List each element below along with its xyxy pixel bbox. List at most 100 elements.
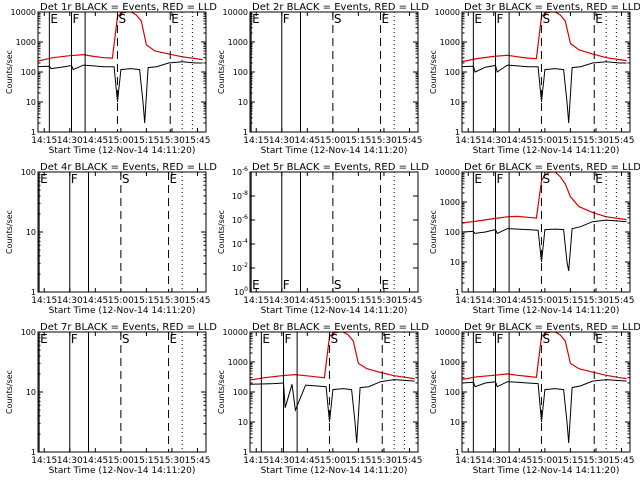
panel-title: Det 1r BLACK = Events, RED = LLD xyxy=(40,2,217,13)
event-label: E xyxy=(171,12,179,26)
plot-frame xyxy=(461,11,631,133)
event-label: F xyxy=(71,172,78,186)
x-tick-label: 14:15 xyxy=(455,136,481,146)
y-tick-label: 1000 xyxy=(440,38,460,47)
y-tick-label: 100 xyxy=(21,168,36,177)
x-tick-label: 15:30 xyxy=(159,296,185,306)
x-tick-label: 14:45 xyxy=(506,296,532,306)
x-tick-label: 14:30 xyxy=(269,296,295,306)
event-label: E xyxy=(382,12,390,26)
x-tick-label: 14:30 xyxy=(269,136,295,146)
event-label: S xyxy=(118,12,126,26)
event-label: E xyxy=(595,332,603,346)
x-tick-label: 15:00 xyxy=(532,136,558,146)
x-tick-label: 14:45 xyxy=(82,296,108,306)
x-tick-label: 14:30 xyxy=(481,136,507,146)
x-tick-label: 14:15 xyxy=(455,296,481,306)
x-tick-label: 15:00 xyxy=(320,136,346,146)
event-label: E xyxy=(40,332,48,346)
event-label: E xyxy=(170,332,178,346)
panel-title: Det 5r BLACK = Events, RED = LLD xyxy=(252,162,429,173)
x-tick-label: 15:30 xyxy=(583,296,609,306)
x-axis-label: Start Time (12-Nov-14 14:11:20) xyxy=(473,466,620,476)
y-tick-label: 10000 xyxy=(223,8,248,17)
x-tick-label: 15:00 xyxy=(108,296,134,306)
event-label: S xyxy=(542,172,550,186)
y-tick-label: 10-4 xyxy=(232,238,248,249)
event-label: E xyxy=(50,12,58,26)
x-tick-label: 14:45 xyxy=(82,456,108,466)
x-tick-label: 14:30 xyxy=(269,456,295,466)
series-lld-line xyxy=(462,172,627,224)
x-tick-label: 15:00 xyxy=(320,456,346,466)
y-axis-label: Counts/sec xyxy=(429,210,438,254)
x-tick-label: 15:45 xyxy=(185,456,211,466)
panel-title: Det 3r BLACK = Events, RED = LLD xyxy=(464,2,640,13)
x-axis-label: Start Time (12-Nov-14 14:11:20) xyxy=(49,466,196,476)
y-tick-label: 1 xyxy=(31,448,36,457)
panel-title: Det 2r BLACK = Events, RED = LLD xyxy=(252,2,429,13)
plot-frame xyxy=(461,331,631,453)
panel-title: Det 4r BLACK = Events, RED = LLD xyxy=(40,162,217,173)
event-label: F xyxy=(283,12,290,26)
x-tick-label: 14:30 xyxy=(57,456,83,466)
event-label: F xyxy=(283,278,290,292)
event-label: S xyxy=(122,172,130,186)
x-axis-label: Start Time (12-Nov-14 14:11:20) xyxy=(261,146,408,156)
x-tick-label: 15:45 xyxy=(185,296,211,306)
x-tick-label: 15:00 xyxy=(532,296,558,306)
x-axis-label: Start Time (12-Nov-14 14:11:20) xyxy=(49,306,196,316)
event-label: F xyxy=(71,332,78,346)
series-lld-line xyxy=(250,332,415,381)
event-label: F xyxy=(284,332,291,346)
x-tick-label: 15:30 xyxy=(371,296,397,306)
series-lld-line xyxy=(462,332,627,381)
y-tick-label: 100 xyxy=(233,68,248,77)
y-tick-label: 1 xyxy=(31,128,36,137)
x-tick-label: 15:00 xyxy=(320,296,346,306)
y-axis-label: Counts/sec xyxy=(5,50,14,94)
y-tick-label: 10000 xyxy=(435,8,460,17)
y-tick-label: 100 xyxy=(21,328,36,337)
event-label: E xyxy=(252,278,260,292)
x-tick-label: 15:30 xyxy=(583,136,609,146)
x-tick-label: 14:15 xyxy=(243,136,269,146)
event-label: E xyxy=(382,278,390,292)
y-tick-label: 1 xyxy=(455,448,460,457)
y-axis-label: Counts/sec xyxy=(5,210,14,254)
x-tick-label: 14:45 xyxy=(294,456,320,466)
event-label: F xyxy=(496,172,503,186)
y-tick-label: 1000 xyxy=(440,198,460,207)
y-tick-label: 10000 xyxy=(435,168,460,177)
y-tick-label: 10000 xyxy=(435,328,460,337)
event-label: S xyxy=(330,332,338,346)
y-tick-label: 10 xyxy=(26,98,36,107)
event-label: E xyxy=(383,332,391,346)
event-label: E xyxy=(262,332,270,346)
x-tick-label: 14:30 xyxy=(481,456,507,466)
y-tick-label: 10 xyxy=(26,388,36,397)
panel-title: Det 7r BLACK = Events, RED = LLD xyxy=(40,322,217,333)
x-tick-label: 14:15 xyxy=(455,456,481,466)
y-tick-label: 100 xyxy=(234,286,248,297)
y-tick-label: 10 xyxy=(26,228,36,237)
series-events-line xyxy=(250,379,415,444)
y-axis-label: Counts/sec xyxy=(217,210,226,254)
x-tick-label: 15:45 xyxy=(397,136,423,146)
x-tick-label: 15:15 xyxy=(557,456,583,466)
y-tick-label: 10-8 xyxy=(232,190,248,201)
event-label: F xyxy=(72,12,79,26)
x-tick-label: 15:45 xyxy=(609,136,635,146)
x-tick-label: 14:45 xyxy=(294,296,320,306)
event-label: F xyxy=(496,12,503,26)
event-label: E xyxy=(474,332,482,346)
plot-frame xyxy=(249,11,419,133)
event-label: E xyxy=(595,12,603,26)
x-axis-label: Start Time (12-Nov-14 14:11:20) xyxy=(473,306,620,316)
